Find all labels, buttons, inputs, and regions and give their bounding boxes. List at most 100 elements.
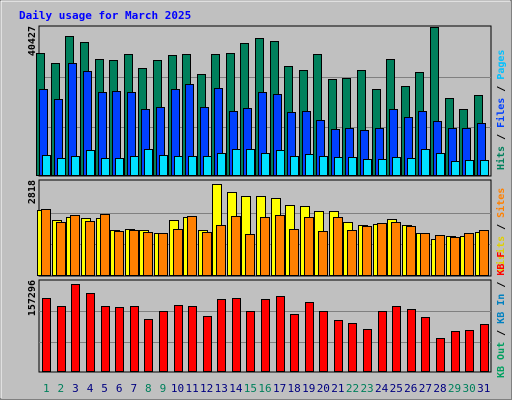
day-label-4: 4 bbox=[87, 382, 94, 395]
legend-text: Hits / Files / Pages bbox=[495, 50, 507, 170]
bar-sites-4 bbox=[85, 221, 95, 276]
bar-sites-29 bbox=[450, 237, 460, 276]
bar-pages-4 bbox=[86, 150, 95, 176]
day-label-13: 13 bbox=[215, 382, 228, 395]
bar-pages-15 bbox=[246, 149, 255, 176]
day-label-21: 21 bbox=[331, 382, 344, 395]
bar-pages-3 bbox=[71, 156, 80, 176]
legend-item-kb-in: KB In bbox=[496, 294, 507, 324]
day-label-31: 31 bbox=[477, 382, 490, 395]
bar-sites-17 bbox=[275, 215, 285, 276]
bar-pages-18 bbox=[290, 156, 299, 176]
bar-kb-f-28 bbox=[436, 338, 445, 372]
day-label-6: 6 bbox=[116, 382, 123, 395]
bar-kb-f-23 bbox=[363, 329, 372, 372]
legend-text: KB Out / KB In / KB F bbox=[496, 252, 507, 378]
day-label-8: 8 bbox=[145, 382, 152, 395]
bar-pages-13 bbox=[217, 153, 226, 176]
max-label-kb: 157296 bbox=[27, 280, 38, 316]
bar-sites-16 bbox=[260, 217, 270, 276]
bar-kb-f-4 bbox=[86, 293, 95, 372]
panel-kb-f bbox=[38, 279, 492, 373]
bar-kb-f-26 bbox=[407, 309, 416, 372]
day-label-18: 18 bbox=[288, 382, 301, 395]
bar-sites-2 bbox=[56, 222, 66, 276]
bar-kb-f-29 bbox=[451, 331, 460, 372]
bar-pages-6 bbox=[115, 158, 124, 176]
bar-kb-f-31 bbox=[480, 324, 489, 372]
bar-sites-15 bbox=[245, 234, 255, 276]
legend-hits-files-pages: Hits / Files / Pages bbox=[495, 50, 507, 170]
bar-pages-23 bbox=[363, 159, 372, 176]
bar-kb-f-3 bbox=[71, 284, 80, 372]
bar-sites-13 bbox=[216, 225, 226, 276]
bar-sites-7 bbox=[129, 230, 139, 276]
bar-sites-6 bbox=[114, 231, 124, 276]
legend-item-files: Files bbox=[495, 98, 507, 128]
bar-pages-20 bbox=[319, 156, 328, 176]
day-label-3: 3 bbox=[72, 382, 79, 395]
day-label-5: 5 bbox=[101, 382, 108, 395]
bar-pages-30 bbox=[465, 160, 474, 176]
legend-item-kb-f: KB F bbox=[496, 252, 507, 276]
legend-separator: / bbox=[496, 218, 507, 236]
bar-sites-19 bbox=[304, 217, 314, 276]
bar-kb-f-30 bbox=[465, 330, 474, 372]
day-label-22: 22 bbox=[346, 382, 359, 395]
legend-separator: / bbox=[496, 80, 507, 98]
day-label-7: 7 bbox=[130, 382, 137, 395]
bar-pages-26 bbox=[407, 158, 416, 176]
bar-kb-f-16 bbox=[261, 299, 270, 372]
bar-sites-28 bbox=[435, 235, 445, 276]
bar-pages-19 bbox=[305, 154, 314, 176]
bar-kb-f-25 bbox=[392, 306, 401, 372]
bar-sites-3 bbox=[70, 215, 80, 276]
bar-sites-27 bbox=[420, 233, 430, 276]
bar-sites-24 bbox=[377, 223, 387, 276]
day-label-30: 30 bbox=[463, 382, 476, 395]
bar-sites-30 bbox=[464, 233, 474, 276]
bar-kb-f-21 bbox=[334, 320, 343, 372]
legend-separator: / bbox=[496, 324, 507, 342]
bar-pages-17 bbox=[276, 150, 285, 176]
max-label-visits: 2818 bbox=[27, 180, 38, 204]
bar-pages-22 bbox=[348, 157, 357, 176]
day-label-19: 19 bbox=[302, 382, 315, 395]
bar-sites-21 bbox=[333, 217, 343, 276]
bar-kb-f-5 bbox=[101, 306, 110, 372]
bar-kb-f-9 bbox=[159, 311, 168, 372]
legend-separator: / bbox=[496, 128, 507, 146]
bar-pages-27 bbox=[421, 149, 430, 176]
bar-kb-f-1 bbox=[42, 298, 51, 372]
legend-separator: / bbox=[496, 276, 507, 294]
bar-sites-18 bbox=[289, 229, 299, 276]
bar-sites-8 bbox=[143, 232, 153, 276]
day-label-28: 28 bbox=[433, 382, 446, 395]
bar-pages-24 bbox=[378, 159, 387, 176]
day-label-14: 14 bbox=[229, 382, 243, 395]
panel-visits-sites bbox=[37, 179, 492, 277]
bar-sites-11 bbox=[187, 216, 197, 276]
day-label-26: 26 bbox=[404, 382, 417, 395]
bar-kb-f-27 bbox=[421, 317, 430, 372]
bar-kb-f-8 bbox=[144, 319, 153, 372]
bar-pages-5 bbox=[101, 158, 110, 176]
bar-sites-22 bbox=[347, 230, 357, 276]
bar-sites-9 bbox=[158, 233, 168, 276]
bar-kb-f-2 bbox=[57, 306, 66, 372]
bar-kb-f-14 bbox=[232, 298, 241, 372]
bar-pages-25 bbox=[392, 157, 401, 176]
x-axis-day-labels: 1 2 3 4 5 6 7 8 9 10 11 12 13 14 15 16 17 18 19 20 21 22 23 24 2… bbox=[43, 382, 490, 395]
day-label-24: 24 bbox=[375, 382, 389, 395]
bar-kb-f-11 bbox=[188, 306, 197, 372]
bar-sites-10 bbox=[173, 229, 183, 276]
day-label-12: 12 bbox=[200, 382, 213, 395]
max-label-hits: 40427 bbox=[27, 26, 38, 56]
bar-sites-26 bbox=[406, 226, 416, 276]
legend-item-hits: Hits bbox=[495, 146, 507, 170]
day-label-15: 15 bbox=[244, 382, 257, 395]
bar-pages-12 bbox=[203, 156, 212, 176]
bar-pages-7 bbox=[130, 156, 139, 176]
day-label-25: 25 bbox=[390, 382, 403, 395]
